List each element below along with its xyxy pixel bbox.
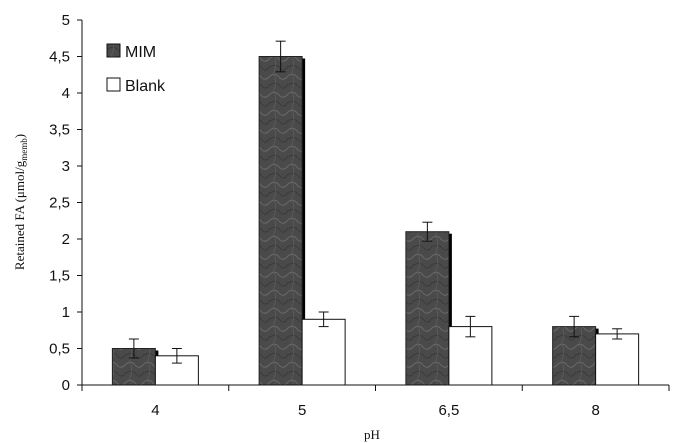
bar-mim xyxy=(405,231,450,386)
y-axis-title-close: ) xyxy=(12,134,27,138)
bar-blank xyxy=(301,318,346,386)
legend-swatch-blank xyxy=(106,77,121,92)
y-tick-label: 4,5 xyxy=(49,49,70,66)
x-tick-label: 8 xyxy=(591,402,599,419)
y-axis-title: Retained FA (μmol/gmemb) xyxy=(12,134,29,270)
bar-blank xyxy=(595,333,640,386)
y-tick-label: 3 xyxy=(62,158,70,175)
y-tick-label: 1,5 xyxy=(49,268,70,285)
x-axis-title: pH xyxy=(364,427,380,442)
y-tick-label: 2,5 xyxy=(49,195,70,212)
x-tick-label: 5 xyxy=(298,402,306,419)
y-tick-label: 0 xyxy=(62,377,70,394)
x-tick-label: 4 xyxy=(151,402,159,419)
y-tick-label: 2 xyxy=(62,231,70,248)
bar-shadow xyxy=(447,233,452,385)
y-tick-label: 4 xyxy=(62,85,70,102)
y-axis-title-sub: memb xyxy=(19,138,29,161)
y-tick-label: 1 xyxy=(62,304,70,321)
y-tick-label: 0,5 xyxy=(49,341,70,358)
legend-label-blank: Blank xyxy=(125,78,166,95)
x-tick-label: 6,5 xyxy=(438,402,459,419)
bar-shadow xyxy=(301,58,306,385)
bar-mim xyxy=(258,56,303,386)
legend: MIM Blank xyxy=(106,43,166,95)
y-tick-label: 5 xyxy=(62,12,70,29)
legend-label-mim: MIM xyxy=(125,44,156,61)
y-axis-title-main: Retained FA (μmol/g xyxy=(12,160,27,270)
y-tick-label: 3,5 xyxy=(49,122,70,139)
legend-swatch-mim xyxy=(106,43,121,58)
